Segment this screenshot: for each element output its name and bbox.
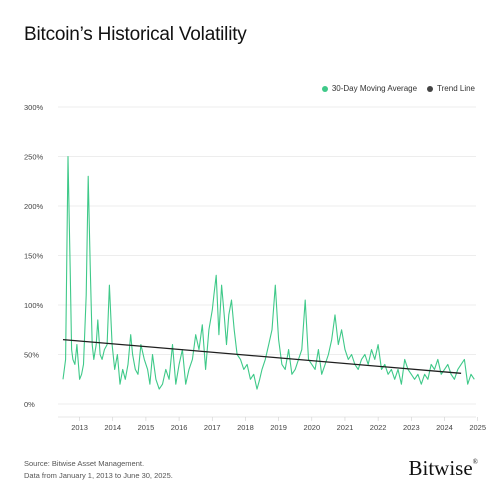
y-tick-label-200: 200% — [24, 202, 44, 211]
y-tick-label-100: 100% — [24, 301, 44, 310]
legend-item-trend-line: Trend Line — [427, 84, 475, 93]
x-tick-label-2013: 2013 — [71, 423, 88, 432]
y-tick-label-50: 50% — [24, 351, 39, 360]
legend-label-trend-line: Trend Line — [437, 84, 475, 93]
y-tick-label-300: 300% — [24, 103, 44, 112]
legend-label-moving-average: 30-Day Moving Average — [331, 84, 418, 93]
x-tick-label-2019: 2019 — [270, 423, 287, 432]
y-tick-label-250: 250% — [24, 153, 44, 162]
x-tick-label-2014: 2014 — [104, 423, 121, 432]
source-note: Source: Bitwise Asset Management. Data f… — [24, 458, 173, 482]
x-tick-label-2017: 2017 — [204, 423, 221, 432]
legend: 30-Day Moving Average Trend Line — [321, 84, 475, 93]
brand-name: Bitwise — [408, 456, 473, 480]
x-tick-label-2018: 2018 — [237, 423, 254, 432]
x-tick-label-2015: 2015 — [138, 423, 155, 432]
date-range-text: Data from January 1, 2013 to June 30, 20… — [24, 471, 173, 480]
y-tick-label-150: 150% — [24, 252, 44, 261]
x-tick-label-2016: 2016 — [171, 423, 188, 432]
legend-swatch-trend-line — [427, 85, 434, 92]
series-line-trend — [62, 338, 462, 374]
legend-item-moving-average: 30-Day Moving Average — [321, 84, 418, 93]
x-tick-label-2021: 2021 — [337, 423, 354, 432]
chart-title: Bitcoin’s Historical Volatility — [24, 24, 247, 45]
x-tick-label-2022: 2022 — [370, 423, 387, 432]
x-tick-label-2020: 2020 — [303, 423, 320, 432]
series-line-moving-average — [62, 155, 475, 390]
x-tick-label-2023: 2023 — [403, 423, 420, 432]
y-tick-label-0: 0% — [24, 400, 35, 409]
bitwise-logo: Bitwise® — [409, 456, 479, 481]
source-text: Source: Bitwise Asset Management. — [24, 459, 145, 468]
brand-registered-mark: ® — [472, 458, 478, 466]
x-tick-label-2025: 2025 — [469, 423, 486, 432]
legend-swatch-moving-average — [321, 85, 328, 92]
x-tick-label-2024: 2024 — [436, 423, 453, 432]
